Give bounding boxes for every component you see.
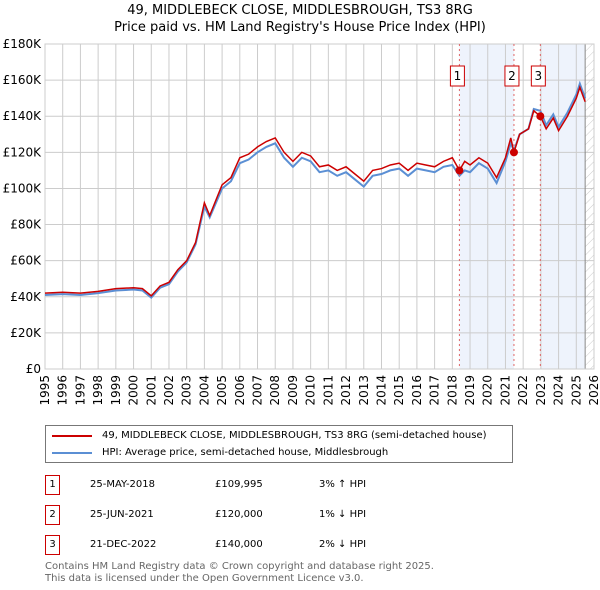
chart-subtitle: Price paid vs. HM Land Registry's House … — [114, 20, 486, 35]
y-tick-label: £40K — [10, 290, 42, 304]
x-tick-label: 2017 — [428, 375, 442, 406]
footer: Contains HM Land Registry data © Crown c… — [45, 561, 434, 585]
sale-date: 25-MAY-2018 — [90, 479, 156, 490]
y-tick-label: £0 — [26, 362, 41, 376]
footer-line-2: This data is licensed under the Open Gov… — [45, 573, 364, 584]
legend-swatch-red — [52, 434, 92, 437]
x-tick-label: 2024 — [552, 375, 566, 406]
footer-line-1: Contains HM Land Registry data © Crown c… — [45, 561, 434, 572]
x-tick-label: 2023 — [534, 375, 548, 406]
x-tick-label: 2000 — [127, 375, 141, 406]
legend-label-property: 49, MIDDLEBECK CLOSE, MIDDLESBROUGH, TS3… — [102, 430, 487, 441]
property-price-line — [44, 85, 586, 297]
sale-row: 3 21-DEC-2022 £140,000 2% ↓ HPI — [45, 535, 545, 555]
x-tick-label: 2008 — [268, 375, 282, 406]
x-tick-label: 2020 — [481, 375, 495, 406]
x-tick-label: 2010 — [304, 375, 318, 406]
shaded-region — [540, 44, 586, 369]
x-tick-label: 2026 — [587, 375, 600, 406]
chart-title: 49, MIDDLEBECK CLOSE, MIDDLESBROUGH, TS3… — [127, 3, 473, 18]
sale-row: 2 25-JUN-2021 £120,000 1% ↓ HPI — [45, 505, 545, 525]
sale-price: £109,995 — [215, 479, 263, 490]
y-tick-label: £20K — [10, 326, 42, 340]
x-tick-label: 2002 — [162, 375, 176, 406]
x-tick-label: 2003 — [180, 375, 194, 406]
sale-point — [455, 166, 464, 175]
x-tick-label: 2025 — [569, 375, 583, 406]
sale-hpi-diff: 2% ↓ HPI — [319, 539, 367, 550]
sale-row: 1 25-MAY-2018 £109,995 3% ↑ HPI — [45, 475, 545, 495]
legend: 49, MIDDLEBECK CLOSE, MIDDLESBROUGH, TS3… — [45, 425, 513, 463]
y-tick-label: £100K — [3, 181, 43, 195]
sale-point — [509, 148, 518, 157]
x-tick-label: 2014 — [374, 375, 388, 406]
sale-label: 3 — [535, 69, 543, 83]
y-tick-label: £160K — [3, 73, 43, 87]
legend-swatch-blue — [52, 451, 92, 454]
x-tick-label: 2015 — [392, 375, 406, 406]
x-tick-label: 2016 — [410, 375, 424, 406]
legend-label-hpi: HPI: Average price, semi-detached house,… — [102, 447, 389, 458]
sale-date: 25-JUN-2021 — [90, 509, 154, 520]
y-tick-label: £120K — [3, 145, 43, 159]
sale-label-box — [504, 65, 520, 87]
x-tick-label: 2011 — [321, 375, 335, 406]
sale-label-box — [530, 65, 546, 87]
sale-number-badge: 2 — [45, 505, 60, 525]
x-tick-label: 2001 — [144, 375, 158, 406]
x-tick-label: 2021 — [498, 375, 512, 406]
sale-label-box — [449, 65, 465, 87]
sale-date: 21-DEC-2022 — [90, 539, 157, 550]
x-tick-label: 2012 — [339, 375, 353, 406]
sale-hpi-diff: 3% ↑ HPI — [319, 479, 367, 490]
x-tick-label: 2009 — [286, 375, 300, 406]
x-tick-label: 2007 — [251, 375, 265, 406]
shaded-region — [459, 44, 514, 369]
x-tick-label: 2019 — [463, 375, 477, 406]
x-tick-label: 2013 — [357, 375, 371, 406]
forecast-hatch — [585, 44, 594, 369]
y-tick-label: £140K — [3, 109, 43, 123]
sale-price: £120,000 — [215, 509, 263, 520]
x-tick-label: 1999 — [109, 375, 123, 406]
y-tick-label: £60K — [10, 254, 42, 268]
sale-label: 1 — [454, 69, 462, 83]
sale-number-badge: 3 — [45, 535, 60, 555]
x-tick-label: 1996 — [56, 375, 70, 406]
sale-number-badge: 1 — [45, 475, 60, 495]
x-tick-label: 2018 — [445, 375, 459, 406]
x-tick-label: 2004 — [197, 375, 211, 406]
sale-price: £140,000 — [215, 539, 263, 550]
x-tick-label: 1995 — [38, 375, 52, 406]
sale-hpi-diff: 1% ↓ HPI — [319, 509, 367, 520]
x-tick-label: 1997 — [73, 375, 87, 406]
x-tick-label: 2005 — [215, 375, 229, 406]
x-tick-label: 1998 — [91, 375, 105, 406]
x-tick-label: 2006 — [233, 375, 247, 406]
y-tick-label: £180K — [3, 37, 43, 51]
sale-point — [536, 112, 545, 121]
y-tick-label: £80K — [10, 218, 42, 232]
sale-label: 2 — [508, 69, 516, 83]
x-tick-label: 2022 — [516, 375, 530, 406]
plot-frame — [44, 43, 595, 370]
price-chart: 1995 1996 1997 1998 1999 2000 2001 2002 2003 2004… — [3, 37, 600, 406]
